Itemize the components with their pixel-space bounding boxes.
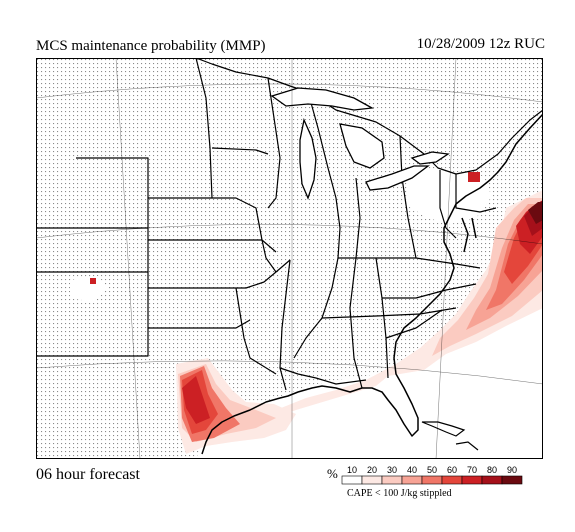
lake-ontario bbox=[410, 151, 450, 165]
grid-lines bbox=[36, 58, 543, 459]
legend-label: 50 bbox=[427, 465, 437, 475]
legend-label: 20 bbox=[367, 465, 377, 475]
lake-michigan bbox=[299, 117, 317, 200]
map-title: MCS maintenance probability (MMP) bbox=[36, 38, 266, 54]
legend-swatch bbox=[501, 475, 523, 485]
legend-label: 60 bbox=[447, 465, 457, 475]
boundaries bbox=[36, 58, 543, 391]
coastlines bbox=[201, 113, 543, 455]
legend-swatch bbox=[361, 475, 383, 485]
legend-label: 40 bbox=[407, 465, 417, 475]
legend-label: 30 bbox=[387, 465, 397, 475]
probability-map bbox=[36, 58, 543, 459]
legend-unit: % bbox=[327, 466, 338, 481]
legend-note: CAPE < 100 J/kg stippled bbox=[347, 488, 452, 499]
lake-superior bbox=[270, 87, 375, 111]
lake-erie bbox=[365, 165, 430, 191]
legend-swatch bbox=[421, 475, 443, 485]
lake-huron bbox=[339, 123, 385, 169]
caribbean-islands bbox=[421, 421, 479, 451]
legend-label: 10 bbox=[347, 465, 357, 475]
probability-shading bbox=[90, 172, 543, 454]
legend-label: 80 bbox=[487, 465, 497, 475]
legend-label: 70 bbox=[467, 465, 477, 475]
legend-swatch bbox=[441, 475, 463, 485]
legend-swatch bbox=[341, 475, 363, 485]
legend-swatch bbox=[381, 475, 403, 485]
forecast-label: 06 hour forecast bbox=[36, 466, 140, 483]
legend-label: 90 bbox=[507, 465, 517, 475]
legend-swatch bbox=[401, 475, 423, 485]
legend-swatch bbox=[461, 475, 483, 485]
datestamp: 10/28/2009 12z RUC bbox=[416, 36, 545, 52]
great-lakes bbox=[270, 87, 450, 200]
color-legend: 10 20 30 40 50 60 70 80 90 bbox=[341, 465, 523, 485]
legend-swatch bbox=[481, 475, 503, 485]
